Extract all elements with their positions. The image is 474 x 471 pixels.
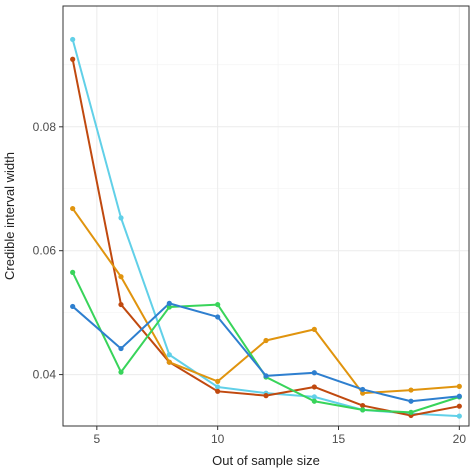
series-5-point [215, 314, 221, 320]
series-3-point [408, 387, 414, 393]
x-tick-label: 20 [453, 432, 467, 446]
series-2-point [456, 403, 462, 409]
series-4-point [166, 304, 172, 310]
x-tick-label: 10 [211, 432, 225, 446]
series-4-point [118, 369, 124, 375]
series-5-point [118, 345, 124, 352]
y-tick-label: 0.06 [33, 244, 57, 258]
series-2-point [360, 402, 366, 409]
series-2-point [215, 388, 221, 394]
series-5-point [408, 398, 414, 404]
series-1-point [118, 215, 124, 221]
x-tick-label: 15 [332, 432, 346, 446]
series-5-point [360, 386, 366, 393]
series-4-point [408, 409, 414, 415]
series-1-point [311, 394, 317, 400]
series-5-point [263, 373, 269, 379]
series-3-point [166, 359, 172, 365]
series-2-point [263, 393, 269, 399]
x-axis-title: Out of sample size [212, 453, 320, 468]
series-points [70, 36, 462, 419]
series-2-point [311, 384, 317, 390]
y-axis: 0.04 0.06 0.08 [33, 120, 63, 382]
series-3-point [118, 274, 124, 280]
series-1-point [70, 36, 76, 43]
series-3-point [360, 390, 366, 396]
series-4-point [311, 398, 317, 404]
series-5-point [456, 393, 462, 399]
series-1-point [166, 352, 172, 358]
series-1-point [456, 413, 462, 419]
series-5-point [166, 300, 172, 306]
series-3-point [311, 326, 317, 332]
series-5-point [70, 303, 76, 310]
series-3-point [456, 383, 462, 389]
plot-panel [62, 5, 470, 427]
series-4-point [70, 269, 76, 275]
series-4-point [360, 407, 366, 413]
series-4-point [215, 301, 221, 308]
series-3-point [263, 337, 269, 344]
y-tick-label: 0.04 [33, 368, 57, 382]
plot-border [62, 5, 470, 427]
series-3-point [215, 378, 221, 384]
grid-lines [63, 6, 469, 426]
series-3-point [70, 205, 76, 212]
x-axis: 5 10 15 20 [93, 426, 466, 446]
y-tick-label: 0.08 [33, 120, 57, 134]
x-tick-label: 5 [93, 432, 100, 446]
series-5-point [311, 370, 317, 376]
series-2-point [118, 301, 124, 308]
series-2-point [70, 56, 76, 62]
y-axis-title: Credible interval width [2, 152, 17, 280]
series-1-point [215, 384, 221, 390]
